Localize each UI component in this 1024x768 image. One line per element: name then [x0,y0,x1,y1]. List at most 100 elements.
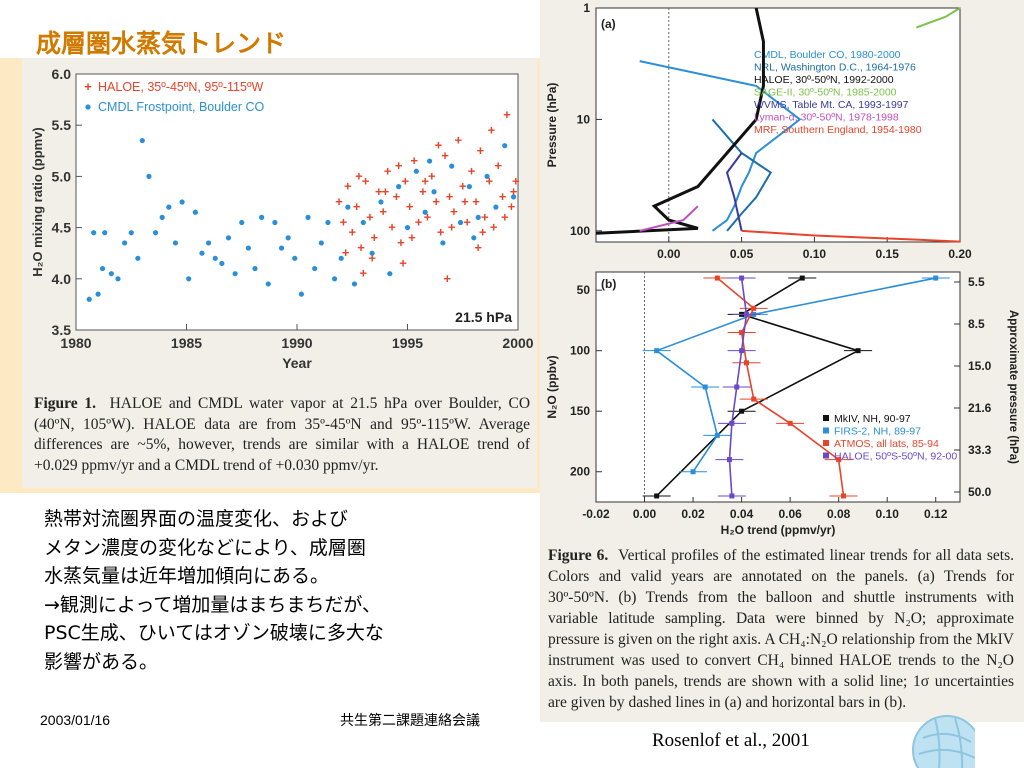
cmdl-point [166,204,172,210]
y-tick-label: 4.0 [52,271,72,287]
cmdl-point [252,265,258,272]
pressure-annotation: 21.5 hPa [455,309,512,325]
footer-date: 2003/01/16 [40,712,111,728]
haloe-point: + [362,174,370,189]
cmdl-point [378,199,384,205]
haloe-point: + [481,209,489,224]
haloe-point: + [499,189,507,204]
panel-a-area [595,7,961,243]
haloe-point: + [494,158,502,173]
y-tick-label: 3.5 [52,322,72,338]
panel-a-x-tick-label: 0.05 [730,247,754,261]
figure-1-chart: 1980 1985 1990 1995 2000 3.5 4.0 4.5 5.0 5.5 6.0 Ye… [30,66,534,371]
panel-b-right-tick-label: 21.6 [968,401,992,415]
panel-b-point [654,348,660,354]
panel-b-point [726,457,732,463]
haloe-point: + [399,255,407,270]
panel-b-right-tick-label: 5.5 [968,275,985,289]
panel-b-legend-marker [823,452,829,459]
panel-a-x-tick-label: 0.00 [657,247,681,261]
x-tick-label: 1990 [281,335,312,351]
cmdl-point [192,209,198,215]
figure-1: 1980 1985 1990 1995 2000 3.5 4.0 4.5 5.0 5.5 6.0 Ye… [22,58,537,488]
haloe-point: + [410,153,418,168]
haloe-point: + [401,174,409,189]
cmdl-point [338,255,344,261]
haloe-point: + [415,214,423,229]
body-text: 熱帯対流圏界面の温度変化、および メタン濃度の変化などにより、成層圏 水蒸気量は… [44,505,484,676]
cmdl-point [86,296,92,302]
cmdl-point [239,219,245,226]
panel-b-right-tick-label: 15.0 [968,359,992,373]
body-line: 影響がある。 [44,650,159,673]
x-tick-label: 1995 [392,335,423,351]
panel-b-x-tick-label: 0.04 [730,507,754,521]
figure-6-caption-label: Figure 6. [548,547,609,564]
haloe-point: + [503,107,511,122]
figure-6-caption-text: Vertical profiles of the estimated linea… [548,547,1014,711]
panel-a-series-line [725,152,743,232]
cmdl-point [199,250,205,256]
panel-a-x-tick-label: 0.10 [803,247,827,261]
panel-b-point [841,493,847,499]
y-tick-label: 5.5 [52,117,72,133]
cmdl-point [298,291,305,297]
panel-a-x-tick-label: 0.20 [948,247,972,261]
panel-b-right-tick-label: 33.3 [968,443,992,457]
panel-b-point [739,275,745,281]
panel-b-point [729,420,735,426]
body-line: 熱帯対流圏界面の温度変化、および [44,508,349,530]
panel-b-point [799,275,805,281]
haloe-point: + [395,158,403,173]
panel-b-point [751,396,757,402]
figure-6: (a) 0.00 0.05 0.10 0.15 0.20 1 10 100 Pressure (h… [540,0,1024,722]
legend-cmdl-marker [85,104,91,110]
panel-b-point [739,408,745,414]
haloe-point: + [388,220,396,235]
haloe-point: + [479,225,487,240]
cmdl-point [159,214,165,220]
haloe-point: + [510,184,518,199]
cmdl-point [115,276,121,282]
haloe-point: + [461,194,469,209]
haloe-point: + [450,204,458,219]
haloe-point: + [355,168,363,183]
panel-b-point [714,432,720,438]
cmdl-point [493,204,499,210]
y-tick-label: 6.0 [52,66,72,82]
cmdl-point [172,240,179,246]
haloe-point: + [406,199,414,214]
panel-b-right-axis-label: Approximate pressure (hPa) [1007,310,1019,464]
cmdl-point [510,194,517,200]
haloe-point: + [371,230,379,245]
panel-a-legend-label: WVMS, Table Mt. CA, 1993-1997 [754,99,909,111]
haloe-point: + [344,179,352,194]
figure-1-caption-label: Figure 1. [34,395,97,412]
cmdl-point [135,255,141,261]
panel-b-y-tick-label: 50 [577,283,591,297]
panel-b-point [714,275,720,281]
haloe-point: + [477,143,485,158]
haloe-point: + [335,194,343,209]
footer-org: 共生第二課題連絡会議 [340,713,480,729]
panel-a-legend-label: HALOE, 30º-50ºN, 1992-2000 [754,74,894,86]
panel-b-x-tick-label: 0.10 [876,507,900,521]
panel-b-tag: (b) [601,277,616,291]
panel-b-point [690,469,696,475]
panel-a-y-axis-label: Pressure (hPa) [545,83,559,168]
haloe-point: + [488,122,496,137]
haloe-point: + [340,214,348,229]
panel-b-point [743,311,749,317]
cmdl-point [219,260,225,267]
cmdl-point [91,230,97,236]
globe-logo-icon [912,715,975,768]
cmdl-point [318,240,324,246]
cmdl-point [345,204,351,210]
haloe-point: + [474,240,482,255]
y-tick-label: 4.5 [52,220,72,236]
haloe-point: + [455,133,463,148]
panel-b-point [836,457,842,463]
cmdl-point [285,235,291,241]
cmdl-point [206,240,212,246]
haloe-point: + [432,194,440,209]
